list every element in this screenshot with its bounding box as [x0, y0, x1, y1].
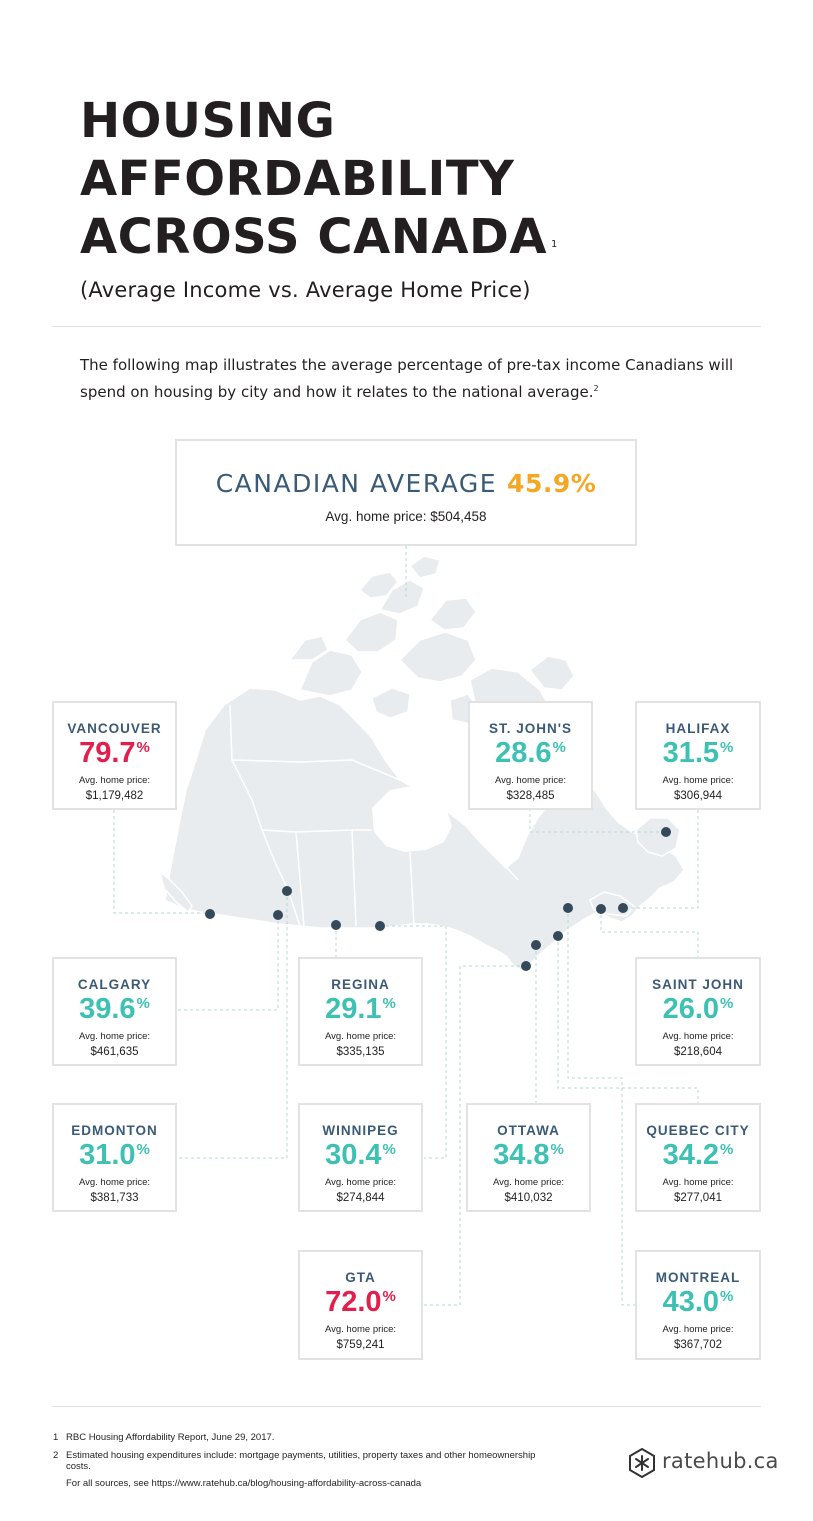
city-name: SAINT JOHN [652, 977, 744, 992]
city-price: $274,844 [336, 1192, 385, 1204]
city-name: ST. JOHN'S [489, 721, 572, 736]
canadian-average-value: 45.9% [507, 469, 597, 498]
page-subtitle: (Average Income vs. Average Home Price) [80, 278, 531, 302]
city-name: REGINA [331, 977, 390, 992]
city-box-st-johns: ST. JOHN'S 28.6% Avg. home price: $328,4… [468, 701, 593, 810]
title-line-2: AFFORDABILITY [80, 151, 515, 207]
dot-vancouver [205, 909, 215, 919]
city-box-ottawa: OTTAWA 34.8% Avg. home price: $410,032 [466, 1103, 591, 1212]
city-box-montreal: MONTREAL 43.0% Avg. home price: $367,702 [635, 1250, 761, 1360]
city-price: $335,135 [336, 1046, 385, 1058]
city-box-halifax: HALIFAX 31.5% Avg. home price: $306,944 [635, 701, 761, 810]
footer-divider [52, 1406, 761, 1407]
city-box-edmonton: EDMONTON 31.0% Avg. home price: $381,733 [52, 1103, 177, 1212]
city-percent: 31.0% [79, 1139, 150, 1171]
city-price: $410,032 [504, 1192, 553, 1204]
city-box-gta: GTA 72.0% Avg. home price: $759,241 [298, 1250, 423, 1360]
city-name: GTA [345, 1270, 376, 1285]
dot-saint-john [596, 904, 606, 914]
dot-quebec-city [563, 903, 573, 913]
title-line-1: HOUSING [80, 93, 336, 149]
city-name: MONTREAL [655, 1270, 741, 1285]
city-price-label: Avg. home price: [78, 1031, 151, 1042]
dot-halifax [618, 903, 628, 913]
dot-ottawa [531, 940, 541, 950]
sources-text: For all sources, see https://www.ratehub… [66, 1478, 422, 1489]
city-dots [205, 827, 671, 971]
title-line-3: ACROSS CANADA 1 [80, 209, 558, 265]
footnote-1-text: RBC Housing Affordability Report, June 2… [66, 1432, 275, 1443]
city-name: WINNIPEG [322, 1123, 399, 1138]
city-price-label: Avg. home price: [662, 775, 734, 786]
city-price: $381,733 [90, 1192, 139, 1204]
connector-lines [113, 546, 699, 1306]
city-percent: 34.8% [493, 1139, 564, 1171]
city-price-label: Avg. home price: [492, 1177, 565, 1188]
footnotes: 1 RBC Housing Affordability Report, June… [0, 1432, 600, 1492]
dot-montreal [553, 931, 563, 941]
canadian-average-label: CANADIAN AVERAGE 45.9% [215, 469, 597, 498]
city-percent: 31.5% [662, 737, 734, 769]
city-percent: 28.6% [495, 737, 566, 769]
city-name: VANCOUVER [67, 721, 162, 736]
city-percent: 43.0% [662, 1286, 734, 1318]
city-box-calgary: CALGARY 39.6% Avg. home price: $461,635 [52, 957, 177, 1066]
city-name: HALIFAX [665, 721, 731, 736]
city-box-vancouver: VANCOUVER 79.7% Avg. home price: $1,179,… [52, 701, 177, 810]
city-price-label: Avg. home price: [662, 1177, 734, 1188]
intro-footnote-ref: 2 [593, 384, 599, 393]
city-price: $306,944 [674, 790, 722, 802]
footnote-1-number: 1 [53, 1432, 59, 1443]
logo-text: ratehub.ca [662, 1449, 779, 1473]
city-price: $759,241 [336, 1339, 385, 1351]
city-price: $461,635 [90, 1046, 139, 1058]
city-percent: 30.4% [325, 1139, 396, 1171]
dot-regina [331, 920, 341, 930]
city-percent: 72.0% [325, 1286, 396, 1318]
ratehub-logo: ratehub.ca [628, 1447, 778, 1479]
canadian-average-price: Avg. home price: $504,458 [325, 509, 487, 524]
city-name: QUEBEC CITY [646, 1123, 750, 1138]
city-box-quebec-city: QUEBEC CITY 34.2% Avg. home price: $277,… [635, 1103, 761, 1212]
city-price-label: Avg. home price: [324, 1177, 397, 1188]
city-price-label: Avg. home price: [78, 1177, 151, 1188]
dot-gta [521, 961, 531, 971]
city-name: OTTAWA [497, 1123, 560, 1138]
title-footnote-ref: 1 [551, 239, 558, 250]
city-price: $367,702 [674, 1339, 722, 1351]
footnote-2-number: 2 [53, 1450, 59, 1461]
city-price-label: Avg. home price: [662, 1031, 734, 1042]
city-percent: 79.7% [79, 737, 150, 769]
city-price: $328,485 [506, 790, 555, 802]
city-price: $1,179,482 [85, 790, 144, 802]
city-percent: 26.0% [662, 993, 734, 1025]
dot-st-johns [661, 827, 671, 837]
city-percent: 39.6% [79, 993, 150, 1025]
footnote-2-text: Estimated housing expenditures include: … [66, 1450, 536, 1472]
city-price: $277,041 [674, 1192, 722, 1204]
asterisk-hex-icon [629, 1447, 655, 1479]
hudson-bay [372, 786, 452, 852]
city-percent: 34.2% [662, 1139, 734, 1171]
city-price-label: Avg. home price: [494, 775, 567, 786]
city-price-label: Avg. home price: [324, 1031, 397, 1042]
intro-text: The following map illustrates the averag… [80, 356, 734, 401]
city-box-regina: REGINA 29.1% Avg. home price: $335,135 [298, 957, 423, 1066]
city-percent: 29.1% [325, 993, 396, 1025]
top-divider [52, 326, 761, 327]
city-price-label: Avg. home price: [324, 1324, 397, 1335]
city-box-winnipeg: WINNIPEG 30.4% Avg. home price: $274,844 [298, 1103, 423, 1212]
dot-edmonton [282, 886, 292, 896]
city-name: CALGARY [77, 977, 152, 992]
city-price-label: Avg. home price: [78, 775, 151, 786]
dot-winnipeg [375, 921, 385, 931]
city-box-saint-john: SAINT JOHN 26.0% Avg. home price: $218,6… [635, 957, 761, 1066]
dot-calgary [273, 910, 283, 920]
city-name: EDMONTON [71, 1123, 158, 1138]
page-title: HOUSING AFFORDABILITY ACROSS CANADA 1 [80, 92, 700, 266]
city-price-label: Avg. home price: [662, 1324, 734, 1335]
canadian-average-box: CANADIAN AVERAGE 45.9% Avg. home price: $… [175, 439, 637, 546]
city-price: $218,604 [674, 1046, 722, 1058]
